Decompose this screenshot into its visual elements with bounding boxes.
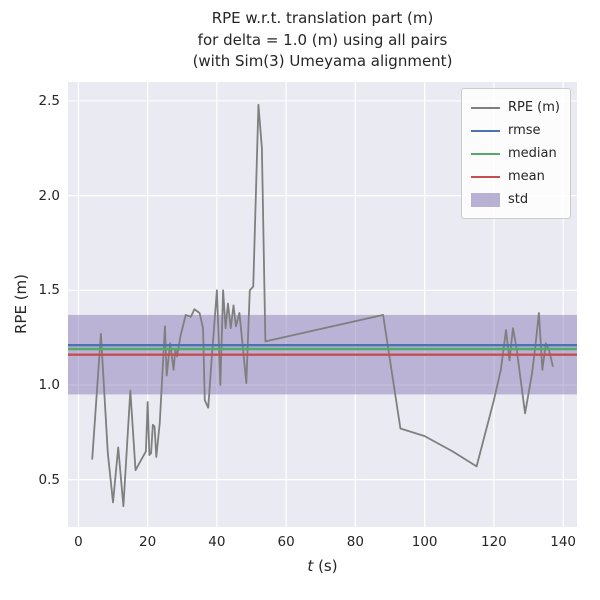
- legend-line-sample: [470, 152, 500, 155]
- x-axis-label-variable: t: [307, 557, 314, 575]
- chart-svg: [68, 82, 577, 527]
- plot-area: RPE (m) rmse median mean std: [68, 82, 577, 527]
- chart-title: RPE w.r.t. translation part (m) for delt…: [68, 8, 577, 73]
- legend: RPE (m) rmse median mean std: [460, 88, 571, 219]
- x-axis-label-unit: (s): [313, 557, 338, 575]
- x-tick-label: 120: [481, 534, 507, 550]
- legend-entry-mean: mean: [470, 165, 560, 188]
- x-tick-label: 20: [139, 534, 157, 550]
- legend-entry-rpe-m: RPE (m): [470, 96, 560, 119]
- legend-label: rmse: [507, 123, 541, 138]
- x-tick-label: 140: [550, 534, 577, 550]
- legend-line-sample: [470, 175, 500, 178]
- x-tick-label: 0: [74, 534, 83, 550]
- y-tick-label: 0.5: [38, 471, 60, 488]
- y-tick-label: 2.0: [38, 187, 60, 204]
- chart-title-line-2: for delta = 1.0 (m) using all pairs: [197, 30, 448, 49]
- y-tick-label: 1.5: [38, 282, 60, 299]
- legend-entry-median: median: [470, 142, 560, 165]
- x-axis-label: t (s): [68, 557, 577, 575]
- legend-label: mean: [507, 169, 545, 184]
- legend-entry-rmse: rmse: [470, 119, 560, 142]
- y-tick-label: 2.5: [38, 92, 60, 109]
- legend-label: RPE (m): [507, 100, 560, 115]
- legend-patch-sample: [470, 192, 500, 207]
- chart-title-line-1: RPE w.r.t. translation part (m): [211, 9, 434, 27]
- legend-label: median: [507, 146, 557, 161]
- y-axis-label: RPE (m): [12, 273, 30, 335]
- x-tick-label: 80: [346, 534, 364, 550]
- x-tick-label: 60: [277, 534, 295, 550]
- legend-label: std: [507, 192, 529, 207]
- x-tick-label: 40: [208, 534, 226, 550]
- legend-line-sample: [470, 129, 500, 132]
- y-tick-label: 1.0: [38, 376, 60, 393]
- chart-title-line-3: (with Sim(3) Umeyama alignment): [192, 52, 453, 70]
- legend-entry-std: std: [470, 188, 560, 211]
- x-tick-label: 100: [411, 534, 438, 550]
- legend-line-sample: [470, 106, 500, 109]
